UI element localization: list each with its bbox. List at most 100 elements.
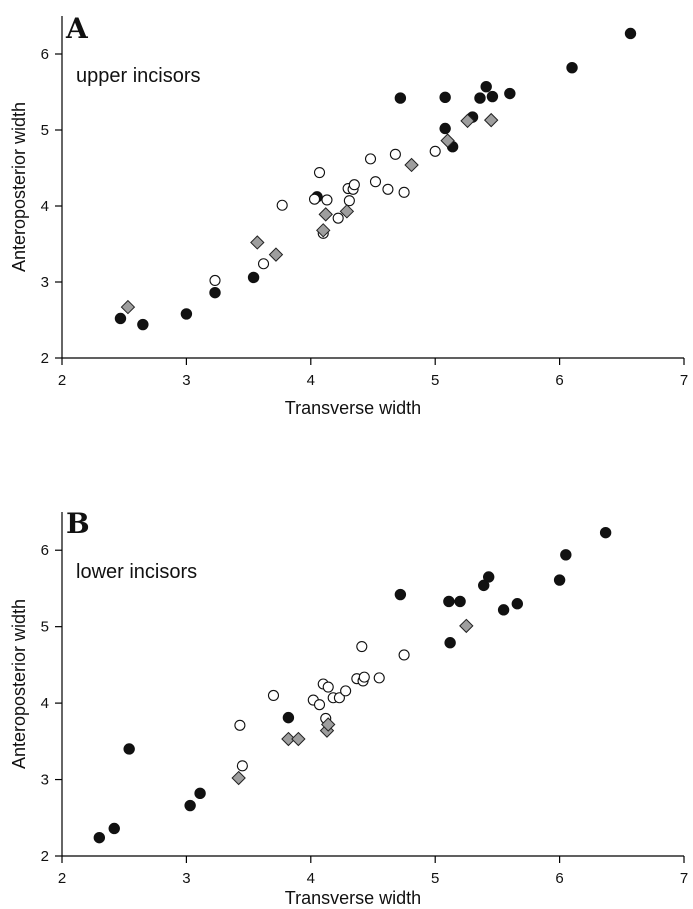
y-tick-label: 4	[41, 695, 49, 712]
data-point-filled-circle	[439, 122, 451, 135]
data-point-open-circle	[257, 258, 270, 270]
x-tick-label: 6	[555, 870, 563, 887]
data-point-filled-circle	[443, 595, 455, 608]
y-axis-label: Anteroposterior width	[9, 102, 29, 272]
data-point-filled-circle	[560, 549, 572, 561]
data-point-diamond	[318, 207, 333, 222]
data-point-filled-circle	[108, 822, 120, 835]
x-tick-label: 5	[431, 870, 439, 887]
data-point-diamond	[120, 299, 136, 315]
data-point-filled-circle	[114, 312, 127, 325]
data-point-open-circle	[267, 689, 280, 702]
panel-label: B	[66, 507, 90, 540]
data-point-open-circle	[276, 199, 288, 211]
data-point-filled-circle	[209, 286, 221, 299]
y-tick-label: 3	[41, 772, 49, 789]
data-point-filled-circle	[599, 526, 612, 539]
data-point-open-circle	[340, 685, 352, 697]
data-point-diamond	[483, 112, 499, 128]
data-point-filled-circle	[624, 27, 637, 40]
y-tick-label: 6	[41, 542, 49, 559]
data-point-diamond	[404, 157, 419, 173]
x-axis-label: Transverse width	[285, 398, 421, 418]
panel-subtitle: upper incisors	[76, 65, 201, 87]
data-point-open-circle	[308, 193, 321, 205]
y-tick-label: 3	[41, 274, 49, 291]
x-tick-label: 6	[555, 372, 563, 389]
data-point-diamond	[291, 731, 306, 747]
data-point-filled-circle	[566, 61, 578, 74]
data-point-open-circle	[343, 195, 355, 207]
y-tick-label: 5	[41, 619, 49, 636]
data-point-filled-circle	[184, 799, 196, 812]
data-point-open-circle	[364, 153, 377, 165]
x-tick-label: 2	[58, 372, 66, 389]
data-point-open-circle	[429, 145, 441, 157]
data-point-filled-circle	[123, 743, 135, 755]
data-point-filled-circle	[194, 787, 206, 800]
data-point-open-circle	[398, 186, 410, 198]
data-point-filled-circle	[439, 91, 451, 104]
data-point-diamond	[440, 133, 455, 148]
data-point-filled-circle	[553, 574, 566, 586]
data-point-diamond	[268, 247, 284, 262]
data-point-open-circle	[209, 274, 221, 287]
data-point-filled-circle	[282, 711, 295, 724]
chart-panel-b: 2 3 4 5 6 7 2 3 4 5 6 Transverse width Anteroposteri…	[9, 507, 688, 908]
x-tick-label: 7	[680, 372, 688, 389]
data-point-filled-circle	[480, 80, 492, 93]
data-point-filled-circle	[394, 588, 407, 601]
data-point-filled-circle	[497, 604, 510, 616]
data-point-filled-circle	[247, 271, 260, 284]
y-tick-label: 6	[41, 46, 49, 63]
data-point-open-circle	[313, 699, 326, 711]
data-point-filled-circle	[474, 92, 486, 104]
x-tick-label: 2	[58, 870, 66, 887]
data-point-open-circle	[369, 176, 382, 188]
y-tick-label: 5	[41, 122, 49, 139]
data-point-diamond	[281, 731, 296, 747]
data-point-open-circle	[332, 212, 344, 224]
chart-panel-a: 2 3 4 5 6 7 2 3 4 5 6 Transverse width Anteroposteri…	[9, 12, 688, 418]
panel-subtitle: lower incisors	[76, 561, 197, 583]
data-point-filled-circle	[478, 579, 490, 592]
y-tick-label: 2	[41, 350, 49, 367]
data-point-open-circle	[333, 692, 345, 704]
y-tick-label: 4	[41, 198, 49, 215]
data-point-open-circle	[236, 760, 248, 772]
data-point-open-circle	[348, 179, 360, 191]
data-point-open-circle	[373, 672, 385, 684]
x-tick-label: 3	[182, 870, 190, 887]
y-axis-label: Anteroposterior width	[9, 599, 29, 769]
data-point-diamond	[250, 235, 265, 250]
data-point-filled-circle	[482, 571, 495, 583]
x-tick-label: 5	[431, 372, 439, 389]
data-point-filled-circle	[444, 637, 456, 649]
data-point-diamond	[316, 223, 331, 238]
x-tick-label: 3	[182, 372, 190, 389]
x-axis-label: Transverse width	[285, 888, 421, 908]
data-point-diamond	[459, 618, 474, 634]
data-point-open-circle	[313, 167, 326, 179]
data-point-filled-circle	[504, 87, 516, 100]
data-point-diamond	[231, 770, 246, 786]
data-point-diamond	[321, 717, 336, 732]
data-point-filled-circle	[454, 595, 466, 608]
data-point-open-circle	[389, 148, 401, 160]
panel-label: A	[65, 12, 89, 45]
data-point-diamond	[460, 113, 475, 129]
data-point-open-circle	[358, 671, 370, 683]
data-point-open-circle	[356, 640, 368, 653]
data-point-diamond	[339, 204, 355, 219]
data-point-filled-circle	[486, 90, 499, 103]
data-point-open-circle	[234, 719, 246, 731]
data-point-filled-circle	[93, 831, 106, 844]
x-tick-label: 4	[307, 372, 315, 389]
data-point-filled-circle	[137, 318, 149, 331]
data-point-filled-circle	[180, 308, 193, 320]
data-point-filled-circle	[511, 598, 524, 610]
y-tick-label: 2	[41, 848, 49, 865]
x-tick-label: 4	[307, 870, 315, 887]
data-point-open-circle	[398, 649, 410, 661]
